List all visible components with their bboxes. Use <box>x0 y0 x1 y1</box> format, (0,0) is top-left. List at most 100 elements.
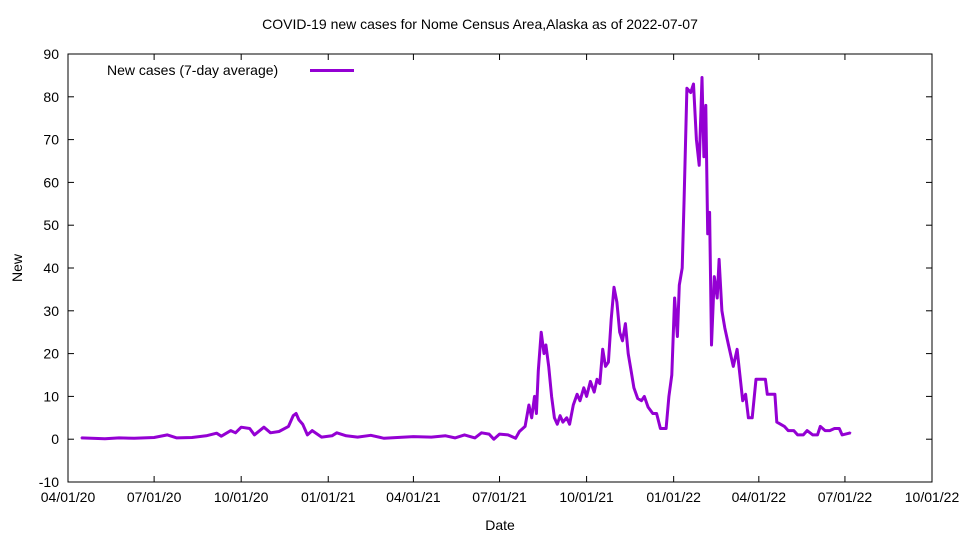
data-point <box>824 429 826 432</box>
x-tick-label: 04/01/21 <box>386 489 441 505</box>
legend-swatch <box>310 69 354 72</box>
data-point <box>668 395 670 398</box>
data-point <box>706 233 709 235</box>
data-point <box>806 429 808 432</box>
data-point <box>278 430 280 433</box>
data-point <box>583 387 585 389</box>
data-point <box>686 87 688 89</box>
data-point <box>793 429 795 432</box>
data-point <box>572 404 575 406</box>
x-tick-label: 01/01/22 <box>646 489 701 505</box>
data-point <box>701 76 703 79</box>
data-point <box>678 284 681 286</box>
data-point <box>676 335 679 338</box>
data-point <box>665 427 667 430</box>
data-point <box>383 437 385 440</box>
data-point <box>320 436 323 438</box>
data-point <box>253 434 256 436</box>
data-point <box>683 198 685 201</box>
data-point <box>819 425 822 428</box>
data-point <box>652 412 654 415</box>
data-point <box>444 435 447 437</box>
legend-label: New cases (7-day average) <box>107 62 279 78</box>
data-point <box>796 434 799 436</box>
data-point <box>412 435 415 438</box>
data-point <box>689 91 692 94</box>
data-point <box>607 361 610 364</box>
data-point <box>269 432 272 434</box>
data-point <box>556 423 559 426</box>
data-point <box>80 437 82 439</box>
y-tick-label: 0 <box>51 431 59 447</box>
data-point <box>692 83 695 85</box>
data-point <box>621 340 624 342</box>
data-point <box>744 393 747 396</box>
y-tick-label: 60 <box>43 174 59 190</box>
data-point <box>659 427 662 430</box>
data-point <box>507 434 509 436</box>
series-layer <box>80 76 852 441</box>
data-point <box>240 426 242 429</box>
data-point <box>633 387 635 389</box>
data-point <box>524 425 526 428</box>
data-point <box>647 406 649 408</box>
data-point <box>636 397 639 400</box>
data-point <box>295 412 297 415</box>
data-point <box>624 322 627 325</box>
data-point <box>718 258 720 261</box>
data-point <box>153 436 155 439</box>
data-point <box>336 432 338 434</box>
data-point <box>727 344 730 346</box>
data-point <box>493 438 495 441</box>
x-tick-label: 07/01/21 <box>472 489 527 505</box>
data-point <box>540 331 542 334</box>
data-point <box>396 436 399 439</box>
y-axis-label: New <box>9 253 25 283</box>
data-point <box>498 433 501 435</box>
data-point <box>553 417 556 419</box>
data-point <box>764 378 767 381</box>
plot-frame <box>67 53 933 483</box>
data-point <box>292 414 295 417</box>
data-point <box>263 426 265 429</box>
data-point <box>463 434 466 436</box>
data-point <box>533 395 536 398</box>
data-point <box>613 286 615 289</box>
data-point <box>248 427 251 430</box>
y-tick-label: 20 <box>43 346 59 362</box>
data-point <box>215 432 218 435</box>
data-point <box>370 434 372 437</box>
data-point <box>739 374 741 376</box>
data-point <box>301 423 304 426</box>
data-point <box>630 369 632 372</box>
data-point <box>430 436 433 438</box>
x-tick-label: 01/01/21 <box>301 489 356 505</box>
data-point <box>118 437 120 439</box>
data-point <box>673 297 676 299</box>
data-point <box>545 344 547 346</box>
data-point <box>331 435 333 437</box>
data-point <box>616 301 618 304</box>
data-point <box>601 348 604 351</box>
y-tick-label: 10 <box>43 388 59 404</box>
data-point <box>547 365 550 368</box>
data-point <box>559 414 561 417</box>
chart-title: COVID-19 new cases for Nome Census Area,… <box>262 16 698 32</box>
data-point <box>205 435 207 437</box>
data-point <box>695 138 698 141</box>
data-point <box>751 417 753 419</box>
data-point <box>596 378 598 381</box>
data-point <box>599 382 601 385</box>
data-point <box>356 436 359 438</box>
data-point <box>849 432 852 434</box>
y-tick-label: 90 <box>43 46 59 62</box>
data-point <box>618 331 621 334</box>
data-point <box>298 419 300 421</box>
data-point <box>643 395 646 398</box>
x-axis-label: Date <box>485 517 515 533</box>
data-point <box>710 344 713 346</box>
data-point <box>732 365 735 368</box>
data-point <box>833 427 836 430</box>
data-point <box>703 155 705 158</box>
